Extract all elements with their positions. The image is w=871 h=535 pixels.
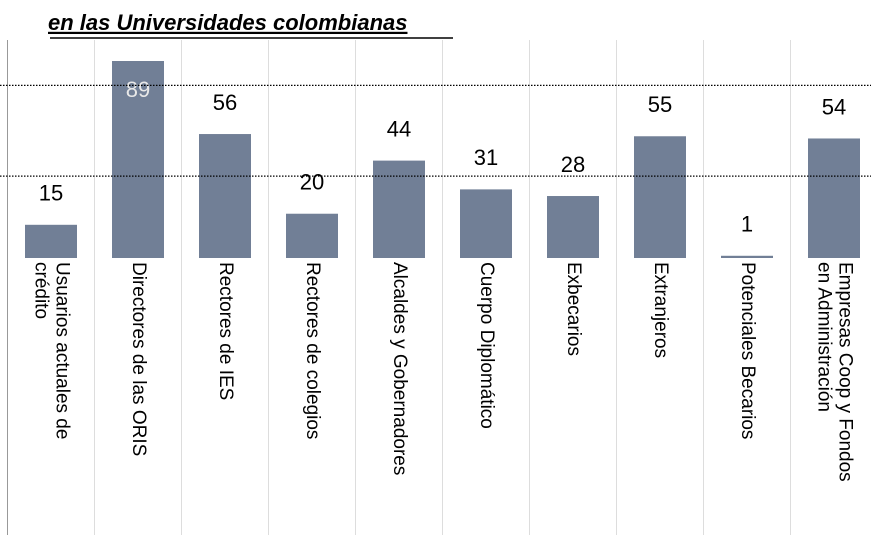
value-label: 28 [561,152,585,177]
bar [547,196,599,258]
x-tick-label: Directores de las ORIS [128,262,149,456]
x-tick-label: Rectores de colegios [302,262,323,439]
value-label: 55 [648,92,672,117]
bar [634,136,686,258]
bar [286,213,338,258]
value-label: 31 [474,145,498,170]
value-label: 54 [822,94,846,119]
value-label: 20 [300,170,324,195]
bar [112,61,164,258]
bar [25,224,77,258]
value-label: 1 [741,212,753,237]
x-tick-label: Cuerpo Diplomático [476,262,497,429]
chart-title: en las Universidades colombianas [48,10,407,35]
x-tick-label: Potenciales Becarios [737,262,758,439]
bar [199,134,251,258]
bar [721,255,773,258]
value-label: 15 [39,181,63,206]
value-label: 44 [387,116,411,141]
x-tick-label: Extranjeros [650,262,671,358]
value-label: 56 [213,90,237,115]
bar [808,138,860,258]
x-tick-label: Usuarios actuales decrédito [30,262,72,439]
x-tick-label: Rectores de IES [215,262,236,400]
x-tick-label: Exbecarios [563,262,584,356]
bar [373,160,425,258]
value-label: 89 [126,77,150,102]
x-tick-label: Empresas Coop y Fondosen Administración [813,262,855,482]
bar [460,189,512,258]
x-tick-label: Alcaldes y Gobernadores [389,262,410,475]
